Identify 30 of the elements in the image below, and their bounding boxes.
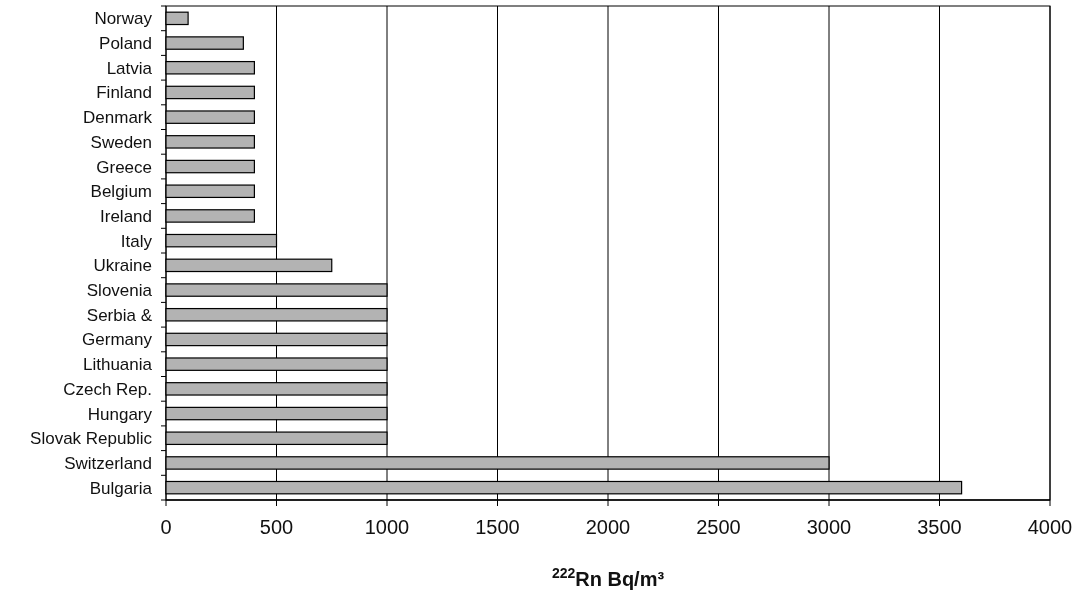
y-tick-label: Bulgaria xyxy=(89,478,153,498)
x-tick-label: 2500 xyxy=(696,516,741,538)
y-tick-label: Sweden xyxy=(90,132,152,152)
y-tick-label: Lithuania xyxy=(82,355,153,375)
x-tick-label: 3000 xyxy=(806,516,852,538)
y-tick-label: Finland xyxy=(96,83,152,103)
y-tick-label: Hungary xyxy=(87,404,153,424)
y-tick-label: Germany xyxy=(82,330,153,350)
y-tick-label: Norway xyxy=(94,9,153,29)
x-tick-label: 1500 xyxy=(475,516,520,538)
y-tick-label: Greece xyxy=(96,157,152,177)
x-tick-label: 4000 xyxy=(1027,516,1073,538)
y-tick-label: Switzerland xyxy=(64,453,152,473)
y-tick-label: Poland xyxy=(99,34,152,53)
x-tick-label: 1000 xyxy=(364,516,410,538)
y-tick-label: Czech Rep. xyxy=(63,379,152,399)
y-tick-label: Slovenia xyxy=(86,281,153,300)
x-tick-label: 0 xyxy=(160,516,172,538)
y-tick-label: Italy xyxy=(120,231,153,251)
y-tick-label: Belgium xyxy=(90,182,152,202)
x-tick-label: 3500 xyxy=(917,516,962,538)
y-tick-label: Latvia xyxy=(106,58,153,78)
y-tick-label: Slovak Republic xyxy=(30,429,153,449)
x-tick-label: 500 xyxy=(259,516,294,538)
x-axis-title: $^{222}$Rn Bq/m³ xyxy=(551,565,665,590)
y-tick-label: Denmark xyxy=(83,108,153,128)
y-tick-label: Ireland xyxy=(100,206,152,226)
y-tick-label: Serbia & xyxy=(86,305,153,325)
x-tick-label: 2000 xyxy=(585,516,631,538)
y-tick-label: Ukraine xyxy=(93,256,152,276)
